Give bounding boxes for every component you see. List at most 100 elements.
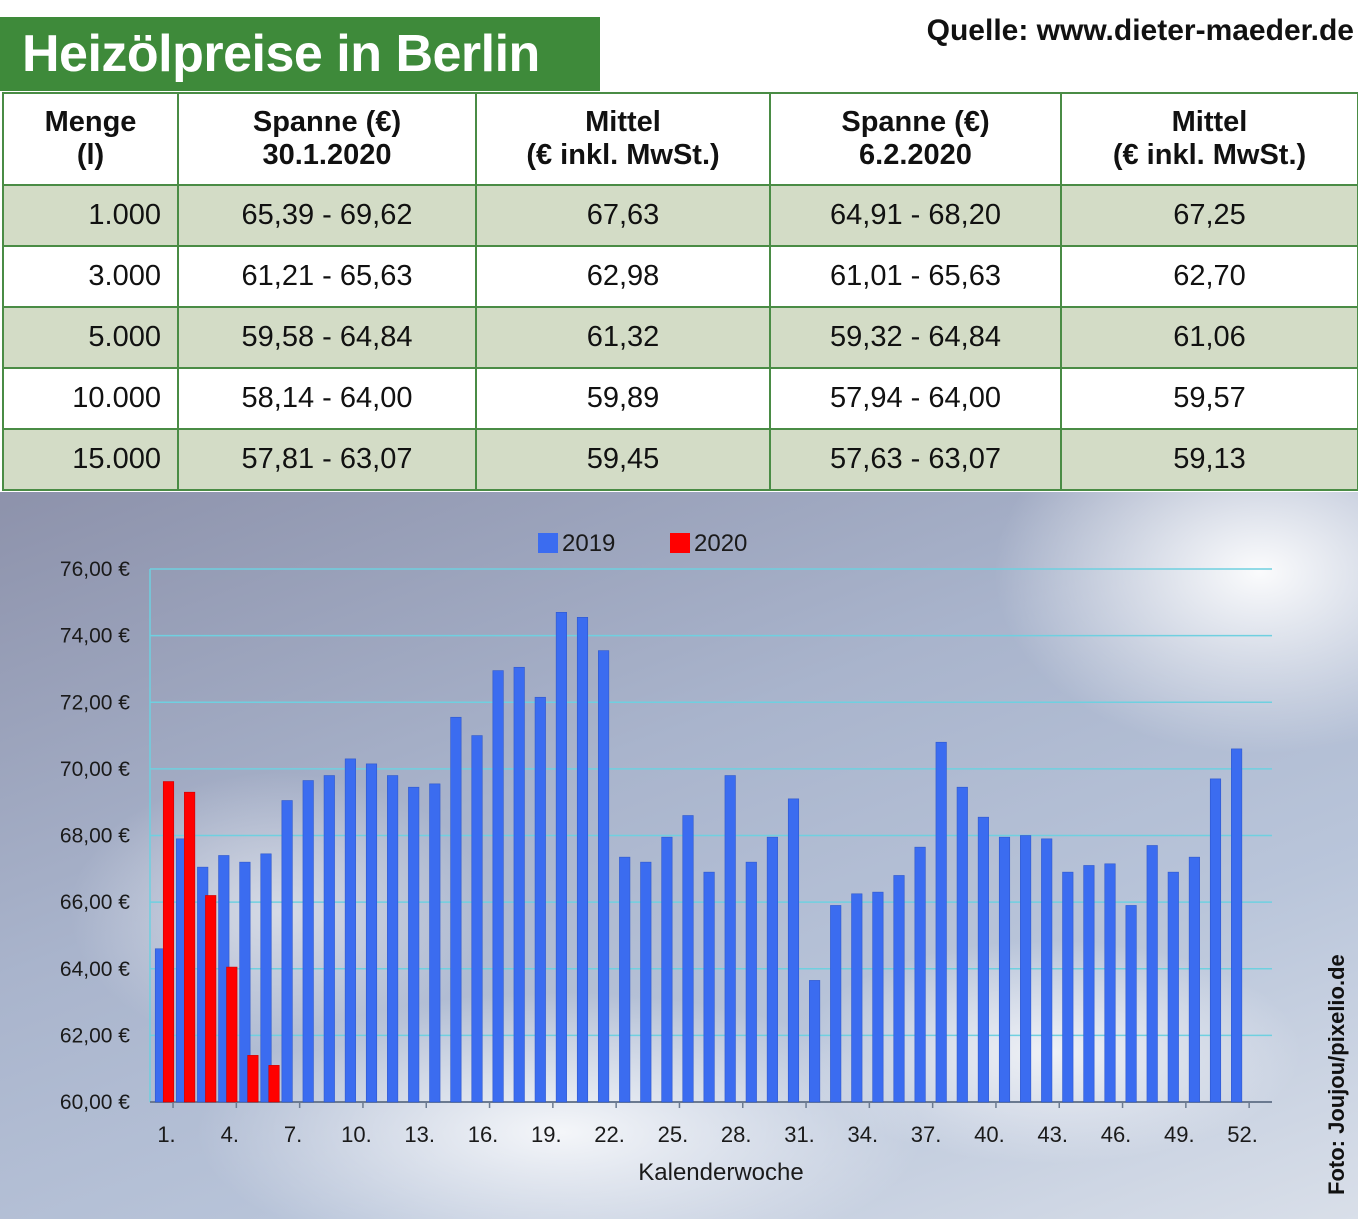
bar-2019	[703, 871, 715, 1103]
x-tick-label: 4.	[221, 1122, 239, 1147]
bar-2020	[268, 1065, 280, 1103]
bar-2019	[1167, 871, 1179, 1103]
cell-mittel-1: 62,98	[475, 245, 771, 308]
y-tick-label: 62,00 €	[60, 1024, 130, 1047]
bar-2019	[998, 836, 1011, 1103]
bar-2019	[1062, 871, 1074, 1103]
bar-2019	[851, 893, 863, 1103]
header-menge: Menge (l)	[2, 92, 179, 186]
cell-mittel-2: 59,13	[1060, 428, 1358, 491]
x-tick-label: 52.	[1227, 1122, 1258, 1147]
bar-2019	[1125, 905, 1137, 1103]
bar-2019	[281, 800, 293, 1103]
cell-spanne-2: 59,32 - 64,84	[769, 306, 1062, 369]
table-row: 15.000 57,81 - 63,07 59,45 57,63 - 63,07…	[2, 428, 1358, 491]
bar-2019	[1188, 856, 1200, 1103]
bar-2019	[450, 716, 462, 1103]
header-spanne-2: Spanne (€) 6.2.2020	[769, 92, 1062, 186]
cell-menge: 5.000	[2, 306, 179, 369]
bar-2019	[1146, 845, 1158, 1103]
bar-2019	[260, 853, 272, 1103]
x-tick-label: 49.	[1164, 1122, 1195, 1147]
page-title: Heizölpreise in Berlin	[0, 17, 600, 91]
cell-mittel-2: 59,57	[1060, 367, 1358, 430]
bar-2019	[893, 875, 905, 1103]
bar-2019	[239, 861, 251, 1103]
x-tick-label: 46.	[1101, 1122, 1132, 1147]
bar-2019	[661, 836, 673, 1103]
x-tick-label: 13.	[404, 1122, 435, 1147]
cell-mittel-1: 59,89	[475, 367, 771, 430]
bar-2019	[534, 696, 546, 1103]
cell-spanne-1: 59,58 - 64,84	[177, 306, 477, 369]
x-tick-label: 1.	[157, 1122, 175, 1147]
cell-spanne-1: 65,39 - 69,62	[177, 184, 477, 247]
cell-menge: 1.000	[2, 184, 179, 247]
cell-mittel-1: 59,45	[475, 428, 771, 491]
cell-spanne-1: 61,21 - 65,63	[177, 245, 477, 308]
bar-2019	[745, 861, 757, 1103]
bar-2019	[1020, 835, 1032, 1103]
bar-2019	[429, 783, 441, 1103]
bar-2019	[724, 775, 736, 1103]
bar-2019	[1209, 778, 1222, 1103]
cell-menge: 3.000	[2, 245, 179, 308]
cell-spanne-2: 57,94 - 64,00	[769, 367, 1062, 430]
table-row: 5.000 59,58 - 64,84 61,32 59,32 - 64,84 …	[2, 306, 1358, 369]
x-tick-label: 25.	[658, 1122, 689, 1147]
bar-2019	[323, 775, 335, 1103]
bar-2019	[492, 670, 504, 1103]
x-tick-label: 43.	[1037, 1122, 1068, 1147]
cell-spanne-1: 58,14 - 64,00	[177, 367, 477, 430]
legend-swatch-2019	[538, 533, 558, 553]
bar-2019	[302, 780, 314, 1103]
x-tick-label: 31.	[784, 1122, 815, 1147]
x-tick-label: 28.	[721, 1122, 752, 1147]
bar-2019	[471, 735, 483, 1103]
price-table: Menge (l) Spanne (€) 30.1.2020 Mittel (€ in…	[2, 92, 1358, 491]
bar-2019	[408, 786, 420, 1103]
bar-2019	[365, 763, 378, 1103]
cell-spanne-2: 64,91 - 68,20	[769, 184, 1062, 247]
table-row: 10.000 58,14 - 64,00 59,89 57,94 - 64,00…	[2, 367, 1358, 430]
bar-2019	[977, 816, 989, 1103]
legend-label-2019: 2019	[562, 530, 615, 557]
x-tick-label: 37.	[911, 1122, 942, 1147]
header-mittel-2: Mittel (€ inkl. MwSt.)	[1060, 92, 1358, 186]
y-tick-label: 60,00 €	[60, 1091, 130, 1114]
table-header-row: Menge (l) Spanne (€) 30.1.2020 Mittel (€ in…	[2, 92, 1358, 186]
bar-2019	[576, 617, 589, 1103]
bar-2019	[598, 650, 610, 1103]
bar-2020	[226, 966, 238, 1103]
chart-area: 60,00 € 62,00 € 64,00 € 66,00 € 68,00 € 70,00…	[0, 492, 1358, 1219]
x-tick-label: 10.	[341, 1122, 372, 1147]
bar-2019	[914, 846, 926, 1103]
bar-2019	[830, 905, 842, 1103]
x-tick-label: 34.	[848, 1122, 879, 1147]
cell-spanne-1: 57,81 - 63,07	[177, 428, 477, 491]
cell-menge: 15.000	[2, 428, 179, 491]
bar-2020	[247, 1055, 259, 1103]
cell-mittel-1: 67,63	[475, 184, 771, 247]
bar-2019	[1231, 748, 1243, 1103]
bar-2019	[1104, 863, 1116, 1103]
bar-2019	[1083, 865, 1095, 1103]
cell-mittel-2: 62,70	[1060, 245, 1358, 308]
table-row: 3.000 61,21 - 65,63 62,98 61,01 - 65,63 …	[2, 245, 1358, 308]
bar-2019	[872, 891, 884, 1103]
bar-2020	[184, 791, 196, 1103]
bar-2019	[682, 815, 694, 1103]
price-chart: 60,00 € 62,00 € 64,00 € 66,00 € 68,00 € 70,00…	[60, 530, 1272, 1186]
header-spanne-1: Spanne (€) 30.1.2020	[177, 92, 477, 186]
y-tick-label: 66,00 €	[60, 891, 130, 914]
bar-2019	[619, 856, 631, 1103]
cell-mittel-2: 67,25	[1060, 184, 1358, 247]
bar-2019	[766, 836, 778, 1103]
y-tick-label: 64,00 €	[60, 958, 130, 981]
cell-mittel-2: 61,06	[1060, 306, 1358, 369]
legend-swatch-2020	[670, 533, 690, 553]
bar-2019	[935, 741, 947, 1103]
x-tick-label: 22.	[594, 1122, 625, 1147]
y-tick-label: 76,00 €	[60, 558, 130, 581]
cell-spanne-2: 61,01 - 65,63	[769, 245, 1062, 308]
